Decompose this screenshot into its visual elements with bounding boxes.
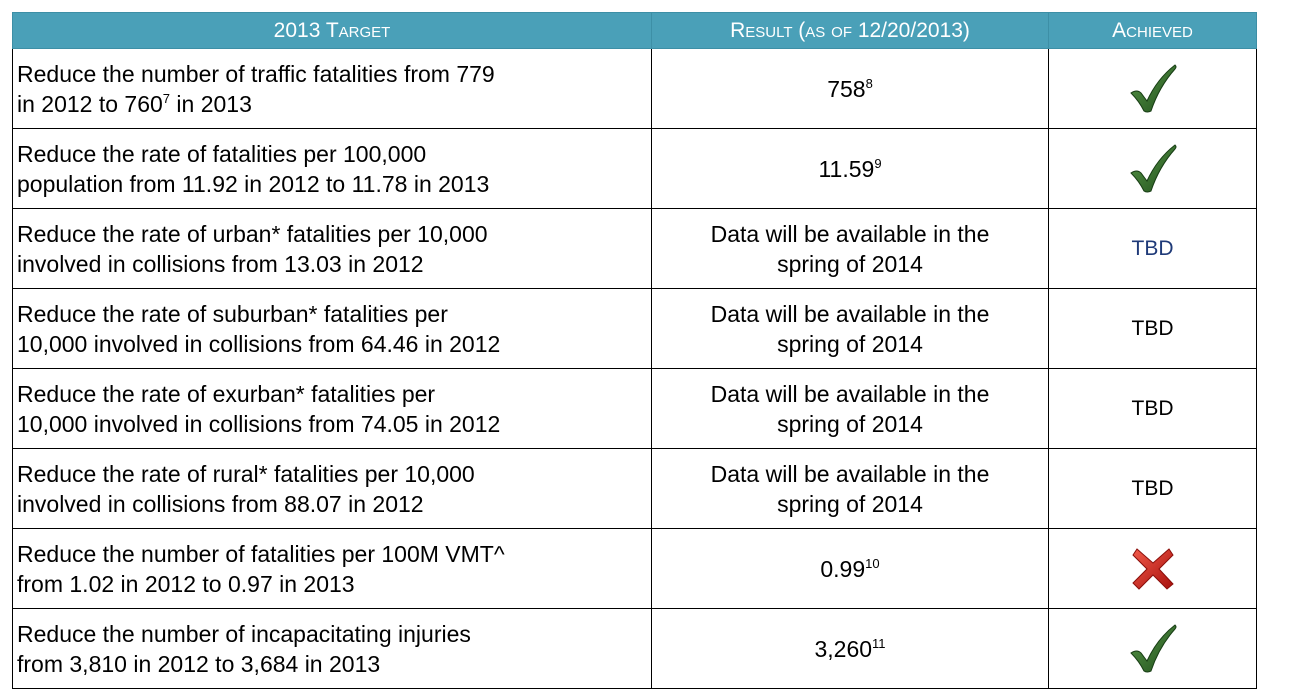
result: 3,260: [814, 635, 873, 662]
target-cell: Reduce the rate of urban* fatalities per…: [12, 208, 652, 289]
targets-table: 2013 Target Result (as of 12/20/2013) Ac…: [12, 12, 1257, 689]
achieved-cell: [1048, 48, 1257, 129]
achieved-cell: TBD: [1048, 368, 1257, 449]
row: Reduce the rate of rural* fatalities per…: [12, 448, 1257, 529]
check-icon: [1129, 63, 1176, 112]
row: Reduce the rate of urban* fatalities per…: [12, 208, 1257, 289]
footnote: 10: [865, 555, 880, 571]
achieved-cell: [1048, 128, 1257, 209]
target-line: Reduce the rate of exurban* fatalities p…: [17, 380, 436, 407]
row: Reduce the number of traffic fatalities …: [12, 48, 1257, 129]
check-icon: [1129, 623, 1176, 672]
achieved-cell: TBD: [1048, 448, 1257, 529]
result-line: spring of 2014: [777, 410, 923, 437]
result-cell: 3,26011: [651, 608, 1049, 689]
result-line: Data will be available in the: [710, 300, 990, 327]
result-cell: 11.599: [651, 128, 1049, 209]
header-cell: Achieved: [1048, 12, 1257, 49]
target-cell: Reduce the number of traffic fatalities …: [12, 48, 652, 129]
target-line: from 1.02 in 2012 to 0.97 in 2013: [17, 570, 355, 597]
target-line: population from 11.92 in 2012 to 11.78 i…: [17, 170, 490, 197]
target-cell: Reduce the number of fatalities per 100M…: [12, 528, 652, 609]
target-line: in 2013: [170, 90, 252, 117]
row: Reduce the rate of exurban* fatalities p…: [12, 368, 1257, 449]
target-cell: Reduce the number of incapacitating inju…: [12, 608, 652, 689]
target-line: Reduce the number of traffic fatalities …: [17, 60, 495, 87]
result-cell: Data will be available in the spring of 2…: [651, 288, 1049, 369]
target-cell: Reduce the rate of exurban* fatalities p…: [12, 368, 652, 449]
target-line: 10,000 involved in collisions from 74.05…: [17, 410, 501, 437]
achieved-cell: TBD: [1048, 208, 1257, 289]
result: 11.59: [818, 155, 875, 182]
target-line: 10,000 involved in collisions from 64.46…: [17, 330, 501, 357]
result: 758: [827, 75, 866, 102]
target-line: involved in collisions from 13.03 in 201…: [17, 250, 424, 277]
header-cell: 2013 Target: [12, 12, 652, 49]
result-line: Data will be available in the: [710, 460, 990, 487]
target-line: in 2012 to 760: [17, 90, 163, 117]
icon-part: [1129, 63, 1176, 112]
result-cell: Data will be available in the spring of 2…: [651, 368, 1049, 449]
achieved-cell: TBD: [1048, 288, 1257, 369]
footnote: 9: [874, 155, 882, 171]
footnote: 8: [865, 75, 873, 91]
target-cell: Reduce the rate of fatalities per 100,00…: [12, 128, 652, 209]
target-line: Reduce the rate of fatalities per 100,00…: [17, 140, 427, 167]
target-line: Reduce the number of fatalities per 100M…: [17, 540, 505, 567]
achieved-cell: [1048, 608, 1257, 689]
result-cell: Data will be available in the spring of 2…: [651, 448, 1049, 529]
target-line: Reduce the rate of urban* fatalities per…: [17, 220, 488, 247]
icon-part: [1129, 623, 1176, 672]
cross-icon: [1131, 547, 1174, 590]
row: Reduce the number of incapacitating inju…: [12, 608, 1257, 689]
result: 0.99: [820, 555, 866, 582]
header-row: 2013 Target Result (as of 12/20/2013) Ac…: [12, 12, 1257, 49]
row: Reduce the number of fatalities per 100M…: [12, 528, 1257, 609]
header-cell: Result (as of 12/20/2013): [651, 12, 1049, 49]
target-line: Reduce the rate of rural* fatalities per…: [17, 460, 475, 487]
row: Reduce the rate of fatalities per 100,00…: [12, 128, 1257, 209]
target-line: involved in collisions from 88.07 in 201…: [17, 490, 424, 517]
footnote: 7: [162, 90, 171, 106]
result-line: Data will be available in the: [710, 380, 990, 407]
target-line: Reduce the rate of suburban* fatalities …: [17, 300, 448, 327]
result-line: Data will be available in the: [710, 220, 990, 247]
icon-part: [1129, 143, 1176, 192]
result-cell: Data will be available in the spring of 2…: [651, 208, 1049, 289]
row: Reduce the rate of suburban* fatalities …: [12, 288, 1257, 369]
result-line: spring of 2014: [777, 490, 923, 517]
target-cell: Reduce the rate of suburban* fatalities …: [12, 288, 652, 369]
result-cell: 7588: [651, 48, 1049, 129]
result-line: spring of 2014: [777, 330, 923, 357]
result-cell: 0.9910: [651, 528, 1049, 609]
target-line: from 3,810 in 2012 to 3,684 in 2013: [17, 650, 381, 677]
result-line: spring of 2014: [777, 250, 923, 277]
target-cell: Reduce the rate of rural* fatalities per…: [12, 448, 652, 529]
footnote: 11: [872, 635, 886, 651]
check-icon: [1129, 143, 1176, 192]
achieved-cell: [1048, 528, 1257, 609]
target-line: Reduce the number of incapacitating inju…: [17, 620, 471, 647]
